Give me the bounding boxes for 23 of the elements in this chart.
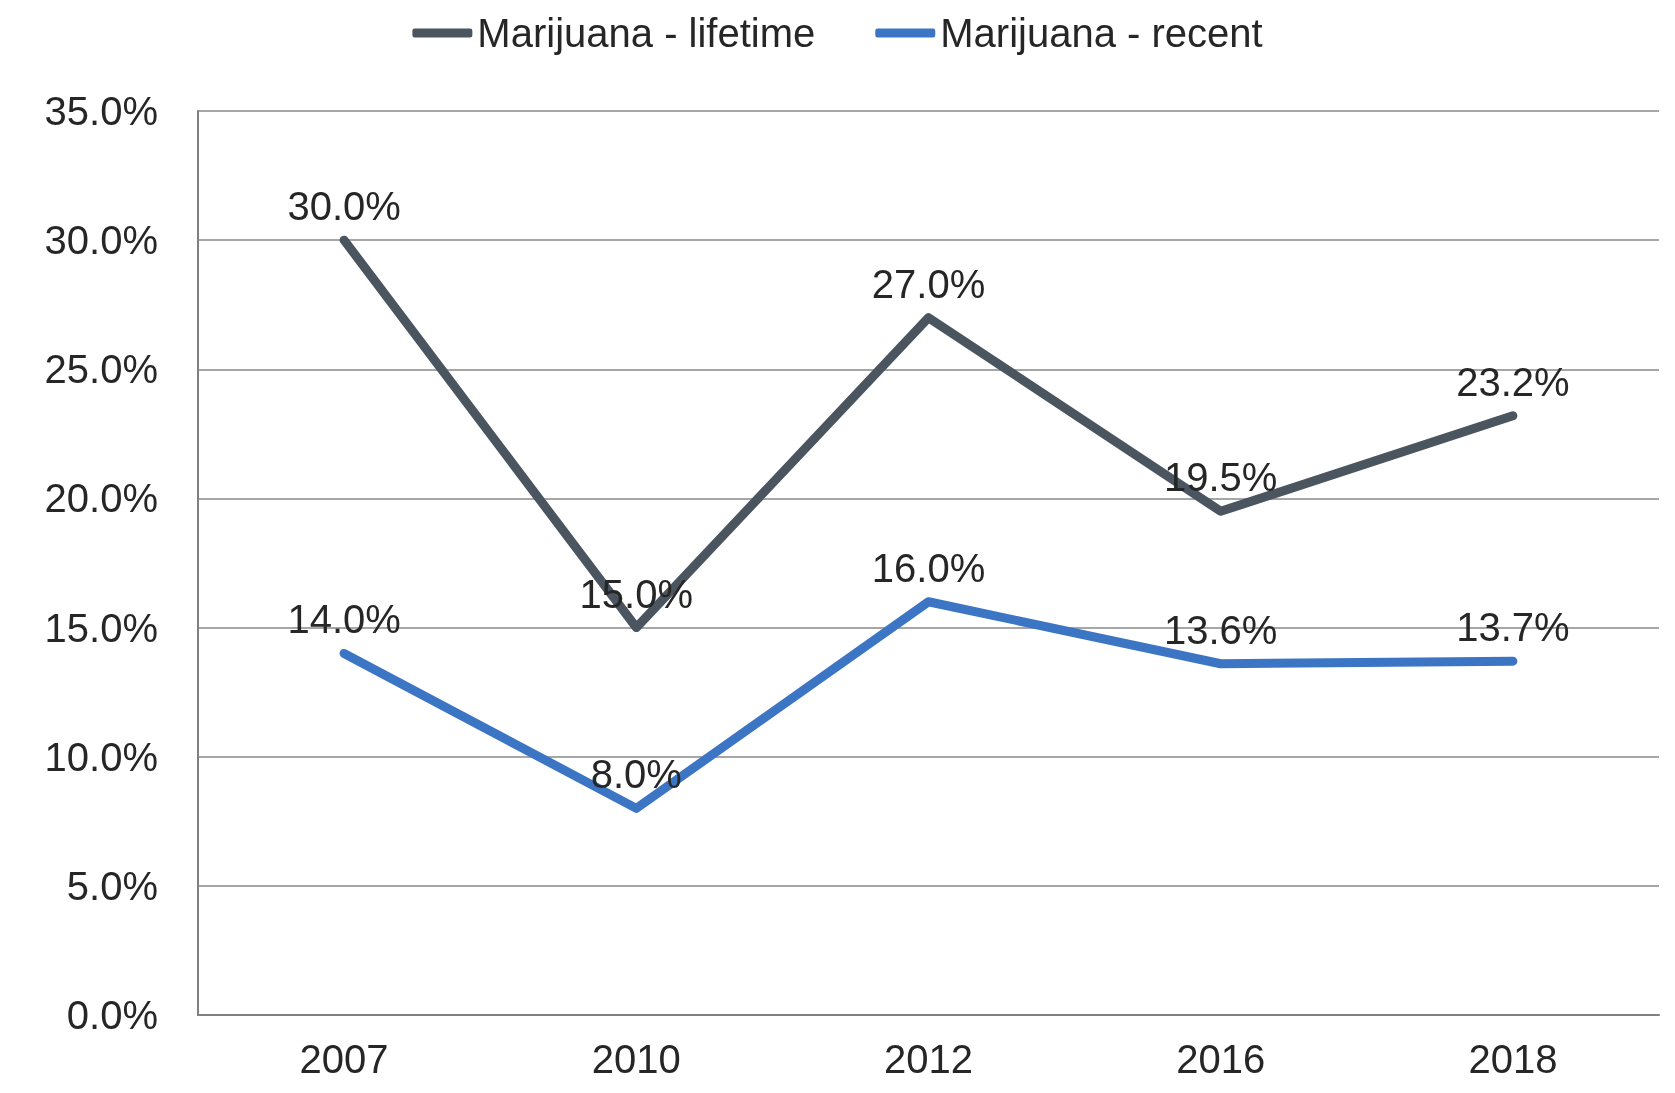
y-tick-label: 30.0%	[44, 218, 158, 263]
x-tick-label: 2007	[299, 1037, 389, 1081]
legend-label: Marijuana - lifetime	[477, 11, 816, 55]
y-tick-label: 15.0%	[44, 605, 158, 650]
x-tick-label: 2018	[1468, 1037, 1558, 1081]
y-tick-label: 35.0%	[44, 89, 158, 133]
y-tick-label: 0.0%	[66, 993, 158, 1037]
x-tick-label: 2010	[591, 1037, 681, 1081]
data-label: 23.2%	[1456, 359, 1570, 404]
data-label: 27.0%	[871, 261, 986, 306]
data-label: 30.0%	[287, 184, 401, 229]
legend-label: Marijuana - recent	[940, 11, 1263, 55]
x-tick-label: 2012	[884, 1037, 973, 1081]
data-label: 13.6%	[1163, 607, 1278, 652]
x-tick-label: 2016	[1176, 1037, 1266, 1081]
y-tick-label: 5.0%	[66, 863, 158, 908]
data-label: 14.0%	[287, 597, 401, 642]
y-tick-label: 10.0%	[44, 734, 158, 779]
data-label: 13.7%	[1456, 605, 1570, 650]
y-tick-label: 20.0%	[44, 476, 158, 521]
data-label: 8.0%	[590, 752, 682, 797]
y-tick-label: 25.0%	[44, 347, 158, 392]
data-label: 16.0%	[871, 545, 986, 590]
